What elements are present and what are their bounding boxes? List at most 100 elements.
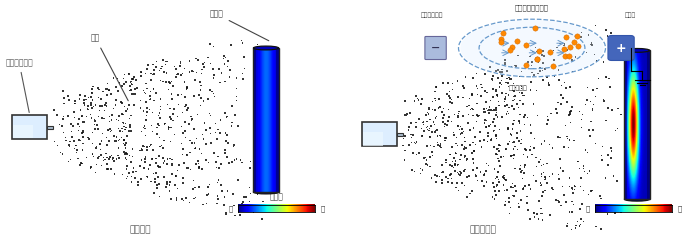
Point [135, 106, 146, 110]
Point [502, 127, 513, 131]
Bar [13, 115, 48, 139]
Point [575, 176, 587, 180]
Point [470, 119, 482, 123]
Bar [363, 122, 398, 146]
Point [535, 212, 546, 216]
Point [472, 93, 483, 96]
Point [493, 100, 504, 103]
Point [443, 94, 454, 98]
Point [547, 172, 559, 176]
Point [190, 196, 201, 199]
Point [403, 128, 414, 132]
Point [598, 99, 610, 103]
Point [136, 70, 147, 74]
Point [517, 93, 528, 97]
Point [501, 77, 512, 81]
Point [542, 114, 554, 118]
Point [136, 147, 147, 150]
Point [65, 157, 76, 161]
Point [160, 122, 171, 126]
Point [483, 134, 494, 138]
Point [106, 114, 117, 117]
Point [416, 127, 427, 131]
Point [57, 117, 69, 121]
Point [491, 147, 503, 151]
Point [602, 207, 613, 211]
Point [446, 120, 457, 123]
Point [162, 180, 173, 184]
Point [125, 124, 136, 127]
Point [468, 149, 480, 153]
Point [576, 117, 587, 121]
Point [522, 155, 533, 159]
Point [601, 75, 612, 79]
Point [508, 89, 519, 93]
Point [239, 195, 250, 199]
Point [586, 190, 597, 193]
Point [487, 78, 498, 82]
Point [512, 53, 524, 57]
Point [539, 139, 550, 143]
Point [224, 162, 235, 165]
Text: +: + [616, 42, 626, 54]
Point [147, 63, 158, 66]
Point [433, 106, 444, 110]
Point [418, 123, 429, 126]
Point [101, 143, 112, 147]
Point [442, 81, 454, 85]
Point [464, 143, 475, 147]
Point [150, 65, 162, 69]
Point [195, 80, 206, 84]
Point [427, 99, 438, 103]
Point [98, 155, 109, 159]
Point [409, 169, 420, 173]
Point [431, 85, 442, 89]
Point [132, 183, 144, 187]
Point [552, 46, 563, 49]
Point [493, 180, 504, 184]
Point [468, 126, 479, 130]
Point [475, 86, 486, 90]
Point [493, 77, 504, 80]
Point [448, 166, 459, 169]
Point [602, 34, 613, 38]
Point [178, 176, 189, 180]
Text: 電場印加時: 電場印加時 [470, 225, 496, 234]
Point [517, 137, 528, 141]
Point [63, 114, 74, 118]
Point [204, 132, 216, 135]
Point [78, 135, 89, 139]
Point [560, 86, 571, 90]
Point [113, 154, 124, 158]
Point [175, 61, 186, 65]
Point [160, 80, 172, 84]
Point [422, 124, 433, 128]
Point [565, 120, 576, 124]
Point [494, 85, 505, 89]
Point [458, 135, 470, 139]
Point [428, 144, 440, 148]
Point [118, 138, 130, 142]
Point [524, 183, 535, 187]
Point [566, 210, 578, 214]
Point [461, 159, 472, 162]
Point [238, 200, 249, 204]
Point [464, 191, 475, 195]
Text: −: − [431, 43, 440, 53]
Text: 厚: 厚 [678, 205, 682, 212]
Point [505, 205, 516, 209]
Point [488, 129, 499, 133]
Point [231, 99, 242, 102]
Point [108, 156, 119, 160]
Point [567, 105, 578, 109]
Point [451, 186, 462, 189]
Point [233, 124, 244, 128]
Point [105, 167, 116, 171]
Point [594, 194, 606, 198]
Point [531, 164, 542, 168]
Point [497, 115, 508, 119]
Point [244, 186, 255, 190]
Point [440, 158, 451, 162]
Point [219, 62, 230, 66]
Ellipse shape [461, 20, 603, 76]
